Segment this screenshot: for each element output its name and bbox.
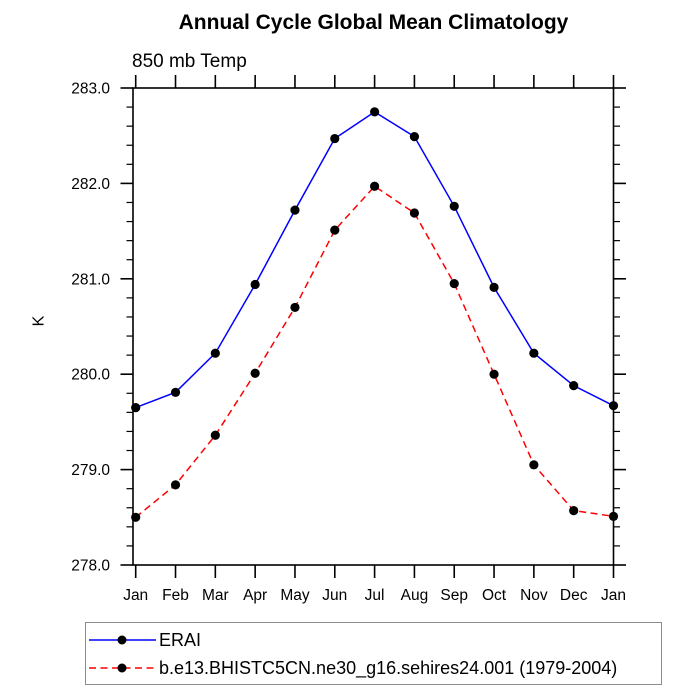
x-tick-label: Dec <box>560 587 588 604</box>
data-point-marker <box>330 225 340 235</box>
series-line-erai <box>135 110 614 409</box>
data-point-marker <box>370 107 380 117</box>
data-point-marker <box>290 205 300 215</box>
data-point-marker <box>449 278 459 289</box>
legend-item-erai: ERAI <box>89 626 661 654</box>
x-tick-label: May <box>280 587 310 604</box>
data-point-marker <box>330 133 340 144</box>
data-point-marker <box>569 381 579 391</box>
series-line-model <box>135 185 614 518</box>
y-tick-label: 279.0 <box>71 462 110 479</box>
x-tick-label: Aug <box>401 587 429 604</box>
data-point-marker <box>489 369 499 379</box>
x-tick-label: Mar <box>202 587 229 604</box>
plot-frame <box>132 87 615 566</box>
data-point-marker <box>489 282 499 292</box>
data-point-marker <box>170 480 181 490</box>
data-point-marker <box>409 132 420 142</box>
x-tick-label: Jan <box>123 587 148 604</box>
data-point-marker <box>529 460 539 470</box>
x-tick-label: Jun <box>322 587 347 604</box>
data-point-marker <box>250 279 260 290</box>
data-point-marker <box>569 506 579 516</box>
y-tick-label: 278.0 <box>71 558 110 575</box>
x-tick-label: Oct <box>482 587 507 604</box>
legend-label-model: b.e13.BHISTC5CN.ne30_g16.sehires24.001 (… <box>159 657 618 678</box>
x-tick-label: Jul <box>365 587 385 604</box>
data-point-marker <box>210 348 220 358</box>
legend-label-erai: ERAI <box>159 629 202 650</box>
x-tick-label: Apr <box>243 587 267 604</box>
data-point-marker <box>210 430 220 440</box>
legend-item-model: b.e13.BHISTC5CN.ne30_g16.sehires24.001 (… <box>89 654 661 682</box>
data-point-marker <box>131 402 141 413</box>
y-tick-label: 282.0 <box>71 176 110 193</box>
data-point-marker <box>170 387 181 397</box>
data-point-marker <box>529 348 539 358</box>
chart-subtitle: 850 mb Temp <box>132 51 247 72</box>
data-point-marker <box>131 512 141 522</box>
x-tick-label: Sep <box>440 587 468 604</box>
legend-marker-dot-icon <box>117 635 127 645</box>
data-point-marker <box>250 368 260 378</box>
data-point-marker <box>370 181 380 191</box>
data-point-marker <box>608 511 619 521</box>
y-tick-label: 280.0 <box>71 367 110 384</box>
x-tick-label: Nov <box>520 587 548 604</box>
x-tick-label: Jan <box>601 587 626 604</box>
legend-line-sample-model <box>89 663 156 673</box>
data-point-marker <box>449 201 459 211</box>
legend: ERAI b.e13.BHISTC5CN.ne30_g16.sehires24.… <box>85 622 662 685</box>
legend-marker-dot-icon <box>117 663 127 673</box>
legend-line-sample-erai <box>89 635 156 645</box>
data-point-marker <box>608 401 619 411</box>
y-tick-label: 283.0 <box>71 81 110 98</box>
data-point-marker <box>409 208 420 218</box>
chart-title: Annual Cycle Global Mean Climatology <box>178 11 569 34</box>
data-point-marker <box>290 302 300 313</box>
x-tick-label: Feb <box>162 587 189 604</box>
y-tick-label: 281.0 <box>71 271 110 288</box>
